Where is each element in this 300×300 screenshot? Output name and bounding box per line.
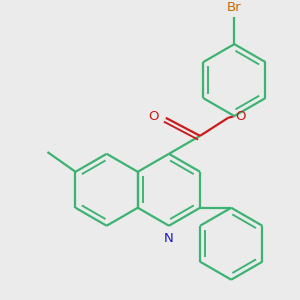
- Text: O: O: [149, 110, 159, 123]
- Text: Br: Br: [227, 1, 242, 14]
- Text: O: O: [236, 110, 246, 123]
- Text: N: N: [164, 232, 174, 245]
